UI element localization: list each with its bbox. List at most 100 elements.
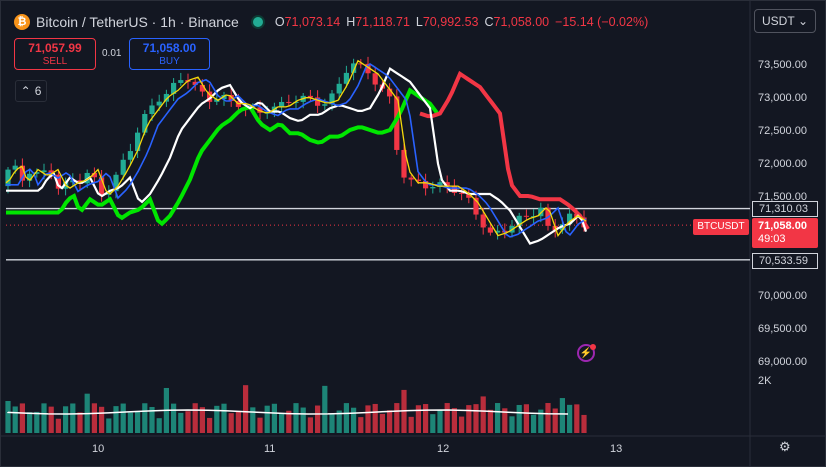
candle-body bbox=[135, 132, 141, 152]
candle-body bbox=[459, 192, 465, 194]
price-tick-label: 73,000.00 bbox=[758, 92, 807, 104]
market-open-icon bbox=[250, 15, 265, 29]
candle-body bbox=[487, 227, 493, 233]
alert-icon[interactable]: ⚡ bbox=[577, 344, 595, 362]
volume-bar bbox=[192, 403, 198, 433]
volume-bar bbox=[379, 413, 385, 433]
volume-bar bbox=[271, 403, 277, 433]
candle-body bbox=[538, 207, 544, 217]
volume-bar bbox=[257, 417, 263, 433]
volume-bar bbox=[142, 403, 148, 433]
price-change: −15.14 (−0.02%) bbox=[555, 15, 649, 29]
volume-bar bbox=[185, 411, 191, 433]
candle-body bbox=[55, 174, 61, 189]
sell-label: SELL bbox=[42, 56, 68, 67]
volume-bar bbox=[394, 403, 400, 433]
price-tick-label: 72,000.00 bbox=[758, 158, 807, 170]
candle-body bbox=[315, 97, 321, 106]
candle-body bbox=[567, 213, 573, 225]
time-tick-label: 13 bbox=[610, 443, 622, 455]
volume-bar bbox=[538, 409, 544, 433]
volume-bar bbox=[41, 403, 47, 433]
candle-body bbox=[451, 186, 457, 193]
candle-body bbox=[444, 182, 450, 187]
volume-bar bbox=[329, 413, 335, 433]
volume-bar bbox=[322, 385, 328, 433]
candle-body bbox=[473, 197, 479, 215]
volume-bar bbox=[480, 396, 486, 433]
ma-blue-line bbox=[6, 63, 587, 238]
volume-bar bbox=[55, 418, 61, 433]
volume-bar bbox=[444, 403, 450, 433]
candle-body bbox=[286, 101, 292, 103]
volume-bar bbox=[207, 417, 213, 433]
candle-body bbox=[214, 99, 220, 102]
volume-bar bbox=[509, 416, 515, 433]
candle-body bbox=[336, 83, 342, 94]
volume-bar bbox=[473, 404, 479, 433]
volume-bar bbox=[214, 405, 220, 433]
candle-body bbox=[171, 82, 177, 94]
candle-body bbox=[27, 173, 33, 181]
alert-badge bbox=[590, 344, 596, 350]
sell-button[interactable]: 71,057.99 SELL bbox=[14, 38, 96, 70]
volume-bar bbox=[365, 405, 371, 433]
volume-bar bbox=[264, 405, 270, 433]
candle-body bbox=[257, 107, 263, 113]
candle-body bbox=[495, 230, 501, 233]
volume-bar bbox=[415, 405, 421, 433]
volume-bar bbox=[300, 407, 306, 433]
candle-body bbox=[12, 165, 18, 170]
volume-bar bbox=[466, 405, 472, 433]
gear-icon[interactable]: ⚙ bbox=[779, 439, 791, 454]
candle-body bbox=[372, 73, 378, 85]
volume-bar bbox=[178, 412, 184, 433]
price-tick-label: 69,000.00 bbox=[758, 356, 807, 368]
candle-body bbox=[415, 179, 421, 181]
candle-body bbox=[329, 93, 335, 105]
candle-body bbox=[19, 165, 25, 181]
volume-bar bbox=[552, 408, 558, 433]
candle-body bbox=[149, 105, 155, 115]
currency-select[interactable]: USDT ⌄ bbox=[754, 9, 816, 33]
buy-button[interactable]: 71,058.00 BUY bbox=[129, 38, 210, 70]
chevron-up-icon: ⌃ bbox=[20, 84, 31, 98]
volume-bar bbox=[70, 403, 76, 433]
candle-body bbox=[178, 80, 184, 83]
volume-bar bbox=[545, 403, 551, 433]
volume-bar bbox=[127, 412, 133, 433]
candle-body bbox=[279, 101, 285, 107]
candle-body bbox=[156, 101, 162, 106]
volume-bar bbox=[495, 403, 501, 433]
time-tick-label: 10 bbox=[92, 443, 104, 455]
volume-bar bbox=[293, 403, 299, 433]
volume-bar bbox=[307, 417, 313, 433]
volume-bar bbox=[63, 406, 69, 433]
volume-bar bbox=[135, 411, 141, 433]
symbol-tag: BTCUSDT bbox=[693, 219, 749, 235]
volume-bar bbox=[372, 403, 378, 433]
volume-bar bbox=[34, 411, 40, 433]
volume-bar bbox=[286, 410, 292, 433]
indicators-toggle[interactable]: ⌃ 6 bbox=[15, 80, 47, 102]
volume-bar bbox=[351, 407, 357, 433]
candle-body bbox=[228, 95, 234, 102]
volume-bar bbox=[336, 410, 342, 433]
volume-bar bbox=[459, 416, 465, 433]
currency-label: USDT bbox=[762, 14, 795, 28]
volume-bar bbox=[106, 418, 112, 433]
last-price-tag: 71,058.00 49:03 bbox=[752, 218, 818, 248]
candle-body bbox=[394, 96, 400, 150]
volume-bar bbox=[113, 406, 119, 433]
volume-bar bbox=[19, 403, 25, 433]
candle-body bbox=[387, 88, 393, 97]
volume-bar bbox=[358, 417, 364, 433]
volume-bar bbox=[250, 407, 256, 433]
volume-bar bbox=[5, 401, 11, 433]
candle-body bbox=[437, 182, 443, 188]
price-tick-label: 72,500.00 bbox=[758, 125, 807, 137]
volume-bar bbox=[12, 406, 18, 433]
symbol-title[interactable]: Bitcoin / TetherUS · 1h · Binance bbox=[36, 14, 239, 30]
candle-body bbox=[358, 63, 364, 65]
